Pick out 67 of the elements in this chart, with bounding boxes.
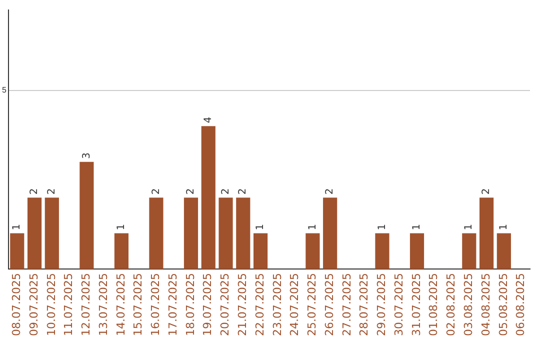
data-label: 2 <box>238 188 249 195</box>
data-label: 2 <box>481 188 492 195</box>
data-label: 2 <box>186 188 197 195</box>
bar <box>201 126 216 270</box>
data-label: 1 <box>255 224 266 230</box>
x-tick-label: 01.08.2025 <box>427 273 440 336</box>
bar <box>149 198 164 270</box>
data-label: 1 <box>376 224 388 230</box>
x-tick-label: 24.07.2025 <box>288 273 302 336</box>
bar <box>462 233 476 270</box>
bar <box>253 233 268 270</box>
x-tick-label: 12.07.2025 <box>80 273 93 336</box>
bar <box>479 198 494 270</box>
data-label: 2 <box>150 188 162 195</box>
x-tick-label: 06.08.2025 <box>514 273 528 336</box>
bar <box>236 198 250 270</box>
x-tick-label: 22.07.2025 <box>253 273 266 336</box>
data-label: 1 <box>307 224 318 230</box>
x-tick-label: 03.08.2025 <box>462 273 476 336</box>
x-tick-label: 02.08.2025 <box>444 273 458 336</box>
data-label: 4 <box>202 116 214 124</box>
bar <box>410 233 424 270</box>
x-tick-label: 25.07.2025 <box>306 273 319 336</box>
x-tick-label: 05.08.2025 <box>496 273 510 336</box>
x-tick-label: 10.07.2025 <box>44 273 58 336</box>
bar <box>44 198 59 270</box>
data-label: 1 <box>116 224 128 230</box>
x-tick-label: 09.07.2025 <box>27 273 40 336</box>
x-tick-label: 18.07.2025 <box>184 273 197 336</box>
bar <box>10 233 24 270</box>
data-label: 1 <box>12 224 23 230</box>
bar <box>496 233 511 270</box>
x-tick-label: 19.07.2025 <box>201 273 214 336</box>
data-label: 1 <box>464 224 475 230</box>
bar <box>184 198 198 270</box>
data-label: 2 <box>46 188 58 195</box>
x-tick-label: 04.08.2025 <box>479 273 492 336</box>
bar <box>323 198 338 270</box>
x-tick-label: 16.07.2025 <box>149 273 162 336</box>
x-tick-label: 08.07.2025 <box>10 273 23 336</box>
x-tick-label: 17.07.2025 <box>166 273 180 336</box>
data-label: 3 <box>81 152 92 159</box>
bar <box>375 233 390 270</box>
y-tick-label: 5 <box>2 86 7 95</box>
data-label: 1 <box>412 224 423 230</box>
bar <box>218 198 233 270</box>
x-tick-label: 31.07.2025 <box>410 273 423 336</box>
x-tick-label: 21.07.2025 <box>236 273 250 336</box>
bar <box>114 233 128 270</box>
data-label: 2 <box>29 188 40 195</box>
data-label: 2 <box>220 188 232 195</box>
x-tick-label: 14.07.2025 <box>114 273 128 336</box>
x-tick-label: 27.07.2025 <box>340 273 354 336</box>
x-tick-label: 15.07.2025 <box>132 273 145 336</box>
x-tick-label: 23.07.2025 <box>270 273 284 336</box>
data-label: 2 <box>324 188 336 195</box>
x-tick-label: 30.07.2025 <box>392 273 406 336</box>
x-tick-label: 11.07.2025 <box>62 273 76 336</box>
bar <box>27 198 42 270</box>
bar <box>80 162 94 270</box>
x-tick-label: 20.07.2025 <box>218 273 232 336</box>
data-label: 1 <box>498 224 510 230</box>
x-tick-label: 29.07.2025 <box>375 273 388 336</box>
x-tick-label: 13.07.2025 <box>96 273 110 336</box>
x-tick-label: 26.07.2025 <box>322 273 336 336</box>
x-tick-label: 28.07.2025 <box>358 273 371 336</box>
bar <box>306 233 320 270</box>
